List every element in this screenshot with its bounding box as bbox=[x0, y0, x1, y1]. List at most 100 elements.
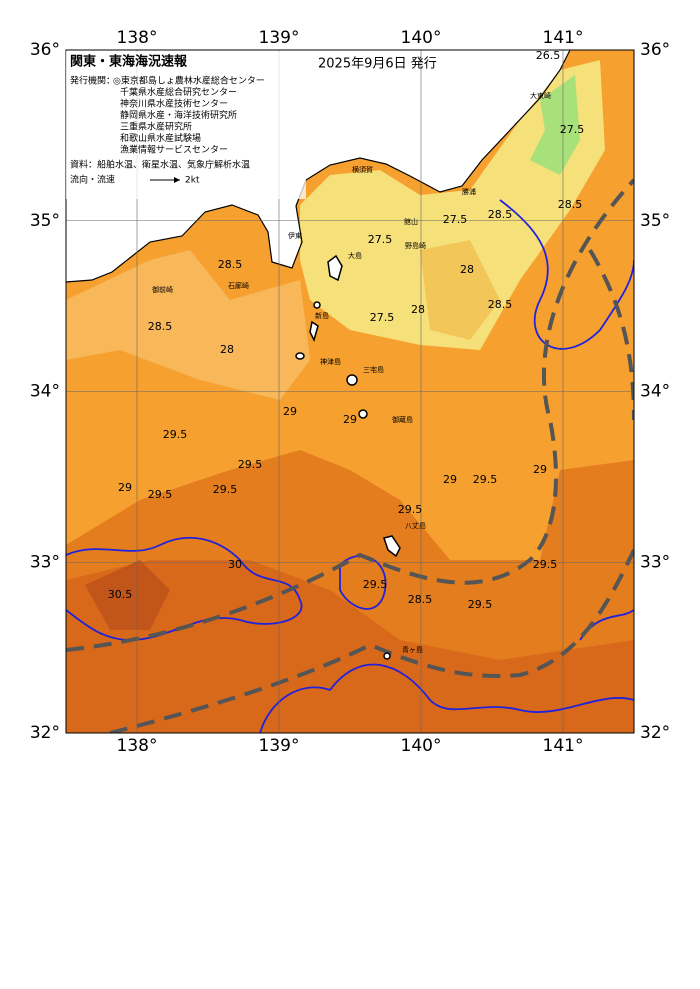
cool-zone bbox=[300, 60, 605, 350]
contour-label: 28.5 bbox=[558, 198, 583, 211]
place-name: 野島崎 bbox=[405, 241, 426, 250]
island bbox=[383, 535, 401, 558]
lon-label: 140° bbox=[401, 736, 442, 756]
contour-label: 29.5 bbox=[468, 598, 493, 611]
contour-label: 29.5 bbox=[163, 428, 188, 441]
lat-label: 32° bbox=[30, 723, 60, 743]
organization: ◎東京都島しょ農林水産総合センター bbox=[113, 75, 265, 87]
contour-label: 28.5 bbox=[218, 258, 243, 271]
lon-label: 139° bbox=[259, 736, 300, 756]
isotherm bbox=[259, 663, 634, 733]
contour-label: 29.5 bbox=[363, 578, 388, 591]
lat-label: 33° bbox=[30, 552, 60, 572]
place-name: 大島 bbox=[348, 251, 362, 260]
sources: 資料：船舶水温、衛星水温、気象庁解析水温 bbox=[70, 159, 250, 171]
lat-label: 32° bbox=[640, 723, 670, 743]
legend-speed: 2kt bbox=[185, 176, 200, 186]
contour-label: 29 bbox=[443, 473, 457, 486]
island bbox=[327, 254, 343, 282]
legend-arrowhead bbox=[174, 177, 180, 183]
island bbox=[346, 374, 358, 386]
axes: 138° 138° 139° 139° 140° 140° 141° 141° 36° 36° 35… bbox=[30, 28, 670, 756]
place-name: 神津島 bbox=[320, 357, 341, 366]
hottest-zone bbox=[85, 560, 170, 630]
contour-label: 28 bbox=[220, 343, 234, 356]
lon-label: 141° bbox=[543, 28, 584, 48]
coastline bbox=[66, 50, 571, 283]
cold-zone bbox=[530, 75, 580, 175]
contour-label: 30.5 bbox=[108, 588, 133, 601]
place-name: 大東崎 bbox=[530, 91, 551, 100]
place-name: 三宅島 bbox=[363, 365, 384, 374]
island bbox=[358, 409, 368, 419]
organization: 漁業情報サービスセンター bbox=[120, 144, 228, 156]
contour-label: 29.5 bbox=[398, 503, 423, 516]
contour-label: 28 bbox=[411, 303, 425, 316]
contour-label: 27.5 bbox=[443, 213, 468, 226]
lat-label: 33° bbox=[640, 552, 670, 572]
contour-label: 27.5 bbox=[370, 311, 395, 324]
current-axis bbox=[66, 178, 634, 733]
hotter-zone bbox=[66, 560, 634, 733]
header-box bbox=[66, 51, 306, 199]
organizations: ◎東京都島しょ農林水産総合センター千葉県水産総合研究センター神奈川県水産技術セン… bbox=[113, 75, 265, 156]
contour-label: 29.5 bbox=[213, 483, 238, 496]
place-name: 御蔵島 bbox=[392, 415, 413, 424]
island bbox=[309, 320, 319, 343]
place-name: 石廊崎 bbox=[228, 281, 249, 290]
cool-zone-2 bbox=[420, 240, 500, 340]
islands bbox=[295, 254, 401, 660]
contour-label: 29.5 bbox=[473, 473, 498, 486]
contour-label: 26.5 bbox=[536, 49, 561, 62]
contour-label: 29 bbox=[283, 405, 297, 418]
contour-label: 29 bbox=[533, 463, 547, 476]
contour-label: 29.5 bbox=[533, 558, 558, 571]
credits-label: 発行機関： bbox=[70, 75, 115, 87]
place-name: 新島 bbox=[315, 311, 329, 320]
place-name: 御前崎 bbox=[152, 285, 173, 294]
contour-label: 28.5 bbox=[148, 320, 173, 333]
contour-label: 28 bbox=[460, 263, 474, 276]
organization: 和歌山県水産試験場 bbox=[120, 132, 201, 144]
lon-label: 140° bbox=[401, 28, 442, 48]
place-name: 勝浦 bbox=[462, 187, 476, 196]
contour-label: 29.5 bbox=[238, 458, 263, 471]
organization: 静岡県水産・海洋技術研究所 bbox=[120, 109, 237, 121]
lat-label: 35° bbox=[30, 211, 60, 231]
contour-label: 29 bbox=[118, 481, 132, 494]
legend-label: 流向・流速 bbox=[70, 174, 115, 186]
organization: 神奈川県水産技術センター bbox=[120, 98, 228, 110]
title: 関東・東海海況速報 bbox=[70, 54, 188, 70]
contour-labels: 26.5 27.5 27.5 27.5 27.5 28.5 28 28 28.5 28.5 29 29… bbox=[108, 49, 585, 611]
lat-label: 36° bbox=[30, 40, 60, 60]
current-path bbox=[588, 248, 634, 421]
lon-label: 141° bbox=[543, 736, 584, 756]
place-name: 横須賀 bbox=[352, 165, 373, 174]
contour-label: 27.5 bbox=[368, 233, 393, 246]
organization: 千葉県水産総合研究センター bbox=[120, 86, 237, 98]
warm-zone bbox=[66, 250, 310, 400]
place-name: 青ヶ島 bbox=[402, 645, 423, 654]
issue-date: 2025年9月6日 発行 bbox=[318, 57, 437, 72]
lon-label: 138° bbox=[117, 28, 158, 48]
place-name: 伊東 bbox=[288, 231, 302, 240]
organization: 三重県水産研究所 bbox=[120, 121, 192, 133]
lat-label: 36° bbox=[640, 40, 670, 60]
island bbox=[295, 352, 305, 360]
contour-label: 28.5 bbox=[488, 298, 513, 311]
island bbox=[383, 652, 391, 660]
contour-label: 29.5 bbox=[148, 488, 173, 501]
current-path bbox=[109, 549, 634, 733]
lat-label: 34° bbox=[30, 382, 60, 402]
lon-label: 139° bbox=[259, 28, 300, 48]
current-path bbox=[66, 178, 634, 652]
contour-label: 29 bbox=[343, 413, 357, 426]
contour-label: 28.5 bbox=[488, 208, 513, 221]
lat-label: 35° bbox=[640, 211, 670, 231]
place-name: 八丈島 bbox=[405, 521, 426, 530]
contour-label: 28.5 bbox=[408, 593, 433, 606]
isotherm bbox=[499, 199, 634, 350]
